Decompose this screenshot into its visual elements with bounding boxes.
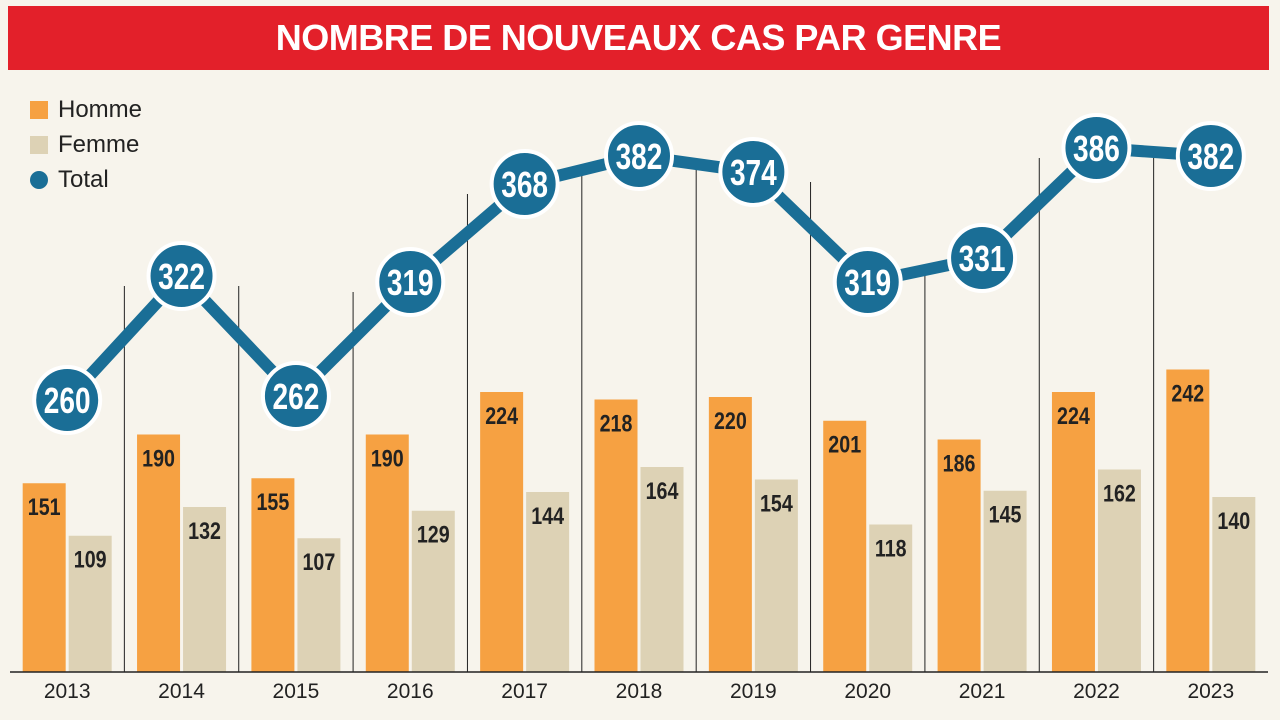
bar-femme-2021 bbox=[983, 490, 1027, 672]
bar-homme-2021 bbox=[937, 439, 981, 672]
bar-femme-2013 bbox=[68, 535, 112, 672]
total-point-2022 bbox=[1061, 113, 1132, 183]
total-label-2022: 386 bbox=[1073, 129, 1120, 169]
bar-femme-2023 bbox=[1212, 497, 1256, 672]
bar-label-homme-2016: 190 bbox=[371, 445, 404, 472]
legend-dot-total bbox=[30, 170, 48, 189]
x-tick-label-2016: 2016 bbox=[387, 680, 434, 703]
legend-label-total: Total bbox=[58, 165, 109, 193]
bar-label-homme-2022: 224 bbox=[1057, 402, 1091, 429]
bar-homme-2015 bbox=[251, 478, 295, 672]
total-point-2014 bbox=[146, 241, 217, 311]
bar-label-homme-2015: 155 bbox=[256, 488, 289, 515]
x-tick-label-2018: 2018 bbox=[616, 680, 663, 703]
bar-femme-2016 bbox=[411, 510, 455, 672]
bar-homme-2022 bbox=[1051, 392, 1095, 672]
total-point-2017 bbox=[489, 149, 560, 219]
total-label-2013: 260 bbox=[44, 381, 91, 421]
total-point-2021 bbox=[947, 223, 1018, 293]
x-tick-label-2022: 2022 bbox=[1073, 680, 1120, 703]
bar-label-homme-2014: 190 bbox=[142, 445, 175, 472]
bar-homme-2017 bbox=[480, 392, 524, 672]
legend-item-total: Total bbox=[30, 162, 142, 197]
bar-femme-2015 bbox=[297, 538, 341, 672]
total-label-2021: 331 bbox=[959, 239, 1006, 279]
legend-item-femme: Femme bbox=[30, 127, 142, 162]
x-tick-label-2021: 2021 bbox=[959, 680, 1006, 703]
bar-label-homme-2013: 151 bbox=[28, 493, 61, 520]
bar-femme-2014 bbox=[183, 507, 227, 672]
total-point-2013 bbox=[32, 365, 103, 435]
total-point-2023 bbox=[1175, 121, 1246, 191]
bar-label-homme-2021: 186 bbox=[943, 450, 976, 477]
bar-femme-2020 bbox=[869, 524, 913, 672]
bar-label-femme-2018: 164 bbox=[646, 477, 680, 504]
bar-label-homme-2020: 201 bbox=[828, 431, 861, 458]
total-label-2017: 368 bbox=[501, 165, 548, 205]
x-tick-label-2014: 2014 bbox=[158, 680, 205, 703]
bar-label-femme-2015: 107 bbox=[302, 548, 335, 575]
bar-label-femme-2022: 162 bbox=[1103, 480, 1136, 507]
bar-label-homme-2018: 218 bbox=[600, 410, 633, 437]
x-tick-label-2023: 2023 bbox=[1187, 680, 1234, 703]
bar-label-femme-2023: 140 bbox=[1217, 507, 1250, 534]
chart-title: NOMBRE DE NOUVEAUX CAS PAR GENRE bbox=[275, 17, 1002, 58]
legend-swatch-homme bbox=[30, 100, 48, 119]
legend-item-homme: Homme bbox=[30, 92, 142, 127]
legend: Homme Femme Total bbox=[30, 92, 142, 197]
total-point-2016 bbox=[375, 247, 446, 317]
bar-homme-2013 bbox=[22, 483, 66, 672]
total-label-2023: 382 bbox=[1187, 137, 1234, 177]
x-tick-label-2015: 2015 bbox=[273, 680, 320, 703]
bar-label-femme-2020: 118 bbox=[875, 535, 907, 562]
bar-label-homme-2017: 224 bbox=[485, 402, 519, 429]
bar-label-femme-2013: 109 bbox=[74, 546, 107, 573]
bar-label-femme-2016: 129 bbox=[417, 521, 450, 548]
total-label-2015: 262 bbox=[272, 377, 319, 417]
bar-femme-2018 bbox=[640, 467, 684, 672]
bar-femme-2022 bbox=[1097, 469, 1141, 672]
total-point-2015 bbox=[260, 361, 331, 431]
bar-homme-2018 bbox=[594, 399, 638, 672]
x-tick-label-2013: 2013 bbox=[44, 680, 91, 703]
bar-femme-2019 bbox=[754, 479, 798, 672]
bar-femme-2017 bbox=[526, 492, 570, 672]
total-label-2018: 382 bbox=[616, 137, 663, 177]
bar-homme-2019 bbox=[708, 397, 752, 672]
bar-label-femme-2021: 145 bbox=[989, 501, 1022, 528]
total-point-2020 bbox=[832, 247, 903, 317]
legend-label-homme: Homme bbox=[58, 95, 143, 123]
x-tick-label-2017: 2017 bbox=[501, 680, 548, 703]
bar-label-homme-2023: 242 bbox=[1171, 380, 1204, 407]
bar-label-homme-2019: 220 bbox=[714, 407, 747, 434]
bar-label-femme-2019: 154 bbox=[760, 490, 794, 517]
total-point-2019 bbox=[718, 137, 789, 207]
legend-label-femme: Femme bbox=[58, 130, 140, 158]
x-tick-label-2019: 2019 bbox=[730, 680, 777, 703]
bar-label-femme-2014: 132 bbox=[188, 517, 221, 544]
bar-homme-2016 bbox=[365, 434, 409, 672]
chart-title-bar: NOMBRE DE NOUVEAUX CAS PAR GENRE bbox=[8, 6, 1269, 70]
bar-label-femme-2017: 144 bbox=[531, 502, 565, 529]
total-label-2014: 322 bbox=[158, 257, 205, 297]
total-point-2018 bbox=[604, 121, 674, 191]
legend-swatch-femme bbox=[30, 135, 48, 154]
x-tick-label-2020: 2020 bbox=[844, 680, 891, 703]
bar-homme-2014 bbox=[137, 434, 181, 672]
total-label-2020: 319 bbox=[844, 263, 891, 303]
bar-homme-2020 bbox=[823, 420, 867, 672]
total-label-2016: 319 bbox=[387, 263, 434, 303]
total-label-2019: 374 bbox=[730, 153, 777, 193]
bar-homme-2023 bbox=[1166, 369, 1210, 672]
